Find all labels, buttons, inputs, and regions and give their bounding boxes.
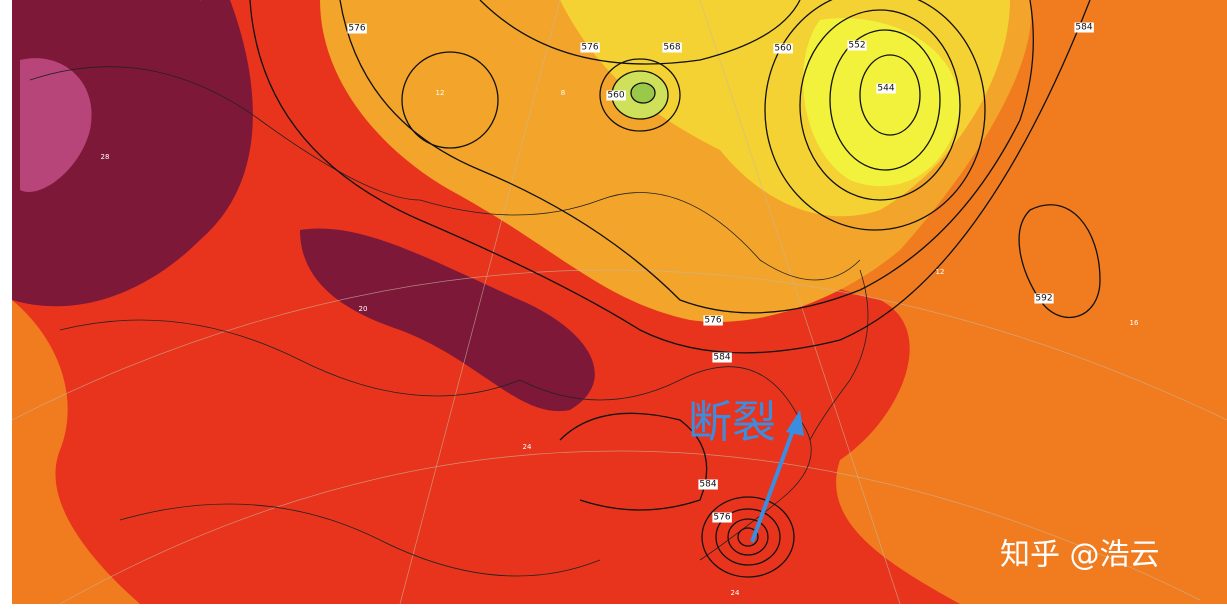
watermark: 知乎 @浩云	[1000, 538, 1160, 573]
temperature-label: 24	[731, 589, 740, 597]
temperature-label: 8	[561, 89, 565, 97]
label-background	[1034, 293, 1054, 304]
contour-label: 576	[348, 24, 365, 34]
contour-label: 576	[704, 316, 721, 326]
label-background	[712, 352, 732, 363]
contour-label: 544	[877, 84, 894, 94]
typhoon-contour	[715, 508, 781, 566]
grid-line	[59, 450, 1201, 605]
grid-line	[699, 0, 901, 605]
typhoon-contour	[737, 527, 759, 547]
label-background	[876, 83, 896, 94]
contour	[829, 29, 941, 171]
label-background	[662, 42, 682, 53]
typhoon-contour	[727, 518, 769, 556]
label-background	[847, 40, 867, 51]
temperature-label: 24	[523, 443, 532, 451]
temperature-label: 12	[936, 268, 945, 276]
contour-label: 560	[774, 44, 791, 54]
contour-label: 576	[713, 513, 730, 523]
temperature-label: 28	[101, 153, 110, 161]
label-background	[703, 315, 723, 326]
contour	[859, 54, 921, 136]
hot-core-central	[300, 228, 595, 412]
contour-label: 584	[699, 480, 716, 490]
height-contours	[249, 0, 1101, 578]
contour-label: 568	[663, 43, 680, 53]
contour-label: 584	[713, 353, 730, 363]
contour	[401, 51, 499, 149]
hot-spot	[20, 58, 92, 192]
graticule	[11, 0, 1227, 605]
coast	[809, 269, 869, 441]
contour-label: 584	[1075, 23, 1092, 33]
arrow-head	[786, 410, 804, 436]
label-background	[347, 23, 367, 34]
contour	[479, 0, 801, 65]
typhoon-contour	[701, 496, 795, 578]
south-warm	[546, 408, 720, 517]
contour	[630, 82, 656, 104]
label-background	[580, 42, 600, 53]
contour-labels: 576 576 568 560 560 552 544 584 576 584 …	[347, 22, 1094, 523]
contour	[1018, 204, 1101, 318]
label-background	[606, 90, 626, 101]
cold-core-center	[631, 83, 655, 103]
grid-line	[11, 269, 1227, 421]
contour	[764, 0, 986, 231]
map-fields	[12, 0, 1227, 604]
annotation: 断裂	[688, 397, 804, 543]
coastlines	[29, 66, 869, 577]
label-background	[698, 479, 718, 490]
contour	[339, 0, 1034, 314]
label-background	[712, 512, 732, 523]
contour-label: 552	[848, 41, 865, 51]
coast	[29, 66, 861, 281]
subtropical-high	[1019, 204, 1100, 318]
coast	[119, 503, 601, 577]
contour	[559, 412, 708, 511]
orange-field-left	[12, 300, 140, 604]
temperature-labels: 12 8 28 20 24 16 12 24	[101, 89, 1139, 597]
annotation-text: 断裂	[688, 397, 776, 448]
arrow-shaft	[750, 424, 797, 543]
temperature-label: 20	[359, 305, 368, 313]
contour	[249, 0, 1091, 354]
contour	[599, 58, 681, 132]
contour-label: 592	[1035, 294, 1052, 304]
contour	[799, 9, 961, 201]
contour-label: 560	[607, 91, 624, 101]
temperature-label: 12	[436, 89, 445, 97]
grid-line	[399, 0, 561, 605]
label-background	[773, 43, 793, 54]
label-background	[1074, 22, 1094, 33]
temperature-label: 16	[1130, 319, 1139, 327]
coast	[59, 319, 812, 561]
contour-label: 576	[581, 43, 598, 53]
